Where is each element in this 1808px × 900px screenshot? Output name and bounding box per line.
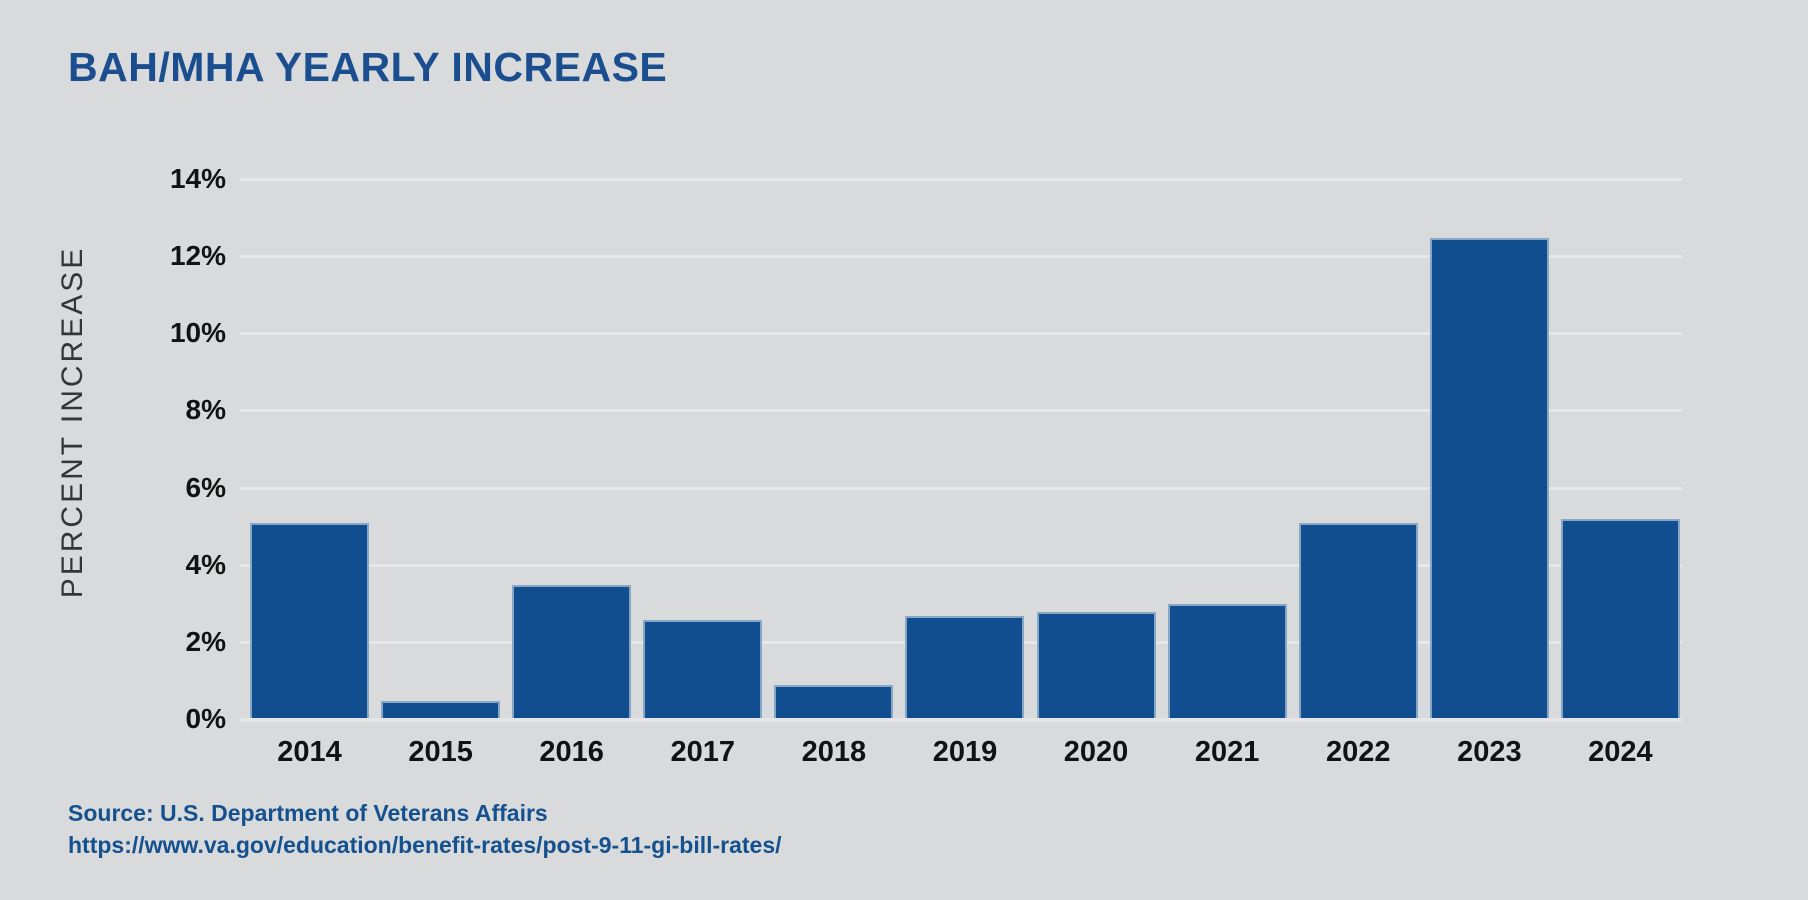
bar-2016 — [512, 585, 632, 720]
bar-2015 — [381, 700, 501, 720]
bar-2014 — [250, 523, 369, 720]
source-url: https://www.va.gov/education/benefit-rat… — [68, 832, 782, 859]
gridline-10pct — [240, 332, 1682, 336]
y-tick-label: 6% — [185, 471, 226, 503]
page-title: BAH/MHA YEARLY INCREASE — [68, 44, 668, 90]
y-axis-tick-labels: 0% 2% 4% 6% 8% 10% 12% 14% — [0, 165, 226, 733]
x-tick-label-2014: 2014 — [277, 736, 342, 768]
gridline-12pct — [240, 255, 1682, 259]
y-tick-label: 0% — [185, 703, 226, 734]
bar-2020 — [1036, 612, 1156, 720]
bar-series — [240, 180, 1682, 720]
x-tick-label-2019: 2019 — [932, 736, 998, 768]
x-tick-label-2016: 2016 — [539, 736, 604, 768]
y-tick-label: 4% — [185, 548, 226, 580]
bar-2021 — [1167, 604, 1287, 720]
x-tick-label-2021: 2021 — [1194, 736, 1260, 768]
gridline-14pct — [240, 178, 1682, 181]
y-tick-label: 2% — [185, 625, 226, 657]
bar-2017 — [643, 619, 763, 720]
x-axis-tick-labels: 2014 2015 2016 2017 2018 2019 2020 2021 2022 2023… — [240, 736, 1682, 769]
bar-2023 — [1429, 237, 1549, 720]
bar-2019 — [905, 615, 1025, 720]
bar-2022 — [1298, 523, 1418, 720]
y-tick-label: 12% — [169, 240, 226, 272]
x-axis-line — [240, 718, 1682, 722]
x-tick-label-2017: 2017 — [670, 736, 736, 768]
y-tick-label: 14% — [169, 163, 226, 194]
x-tick-label-2015: 2015 — [408, 736, 473, 768]
plot-area — [240, 178, 1682, 720]
y-tick-label: 8% — [185, 394, 226, 426]
y-tick-label: 10% — [169, 317, 226, 349]
x-tick-label-2020: 2020 — [1063, 736, 1129, 768]
gridline-4pct — [240, 563, 1682, 567]
source-line: Source: U.S. Department of Veterans Affa… — [68, 800, 548, 826]
source-note: Source: U.S. Department of Veterans Affa… — [68, 797, 782, 861]
gridline-8pct — [240, 409, 1682, 413]
x-tick-label-2018: 2018 — [801, 736, 867, 768]
gridline-6pct — [240, 486, 1682, 490]
x-tick-label-2024: 2024 — [1588, 736, 1653, 768]
bar-2024 — [1560, 519, 1680, 720]
x-tick-label-2022: 2022 — [1325, 736, 1391, 768]
bar-2018 — [774, 685, 894, 720]
x-tick-label-2023: 2023 — [1457, 736, 1522, 768]
